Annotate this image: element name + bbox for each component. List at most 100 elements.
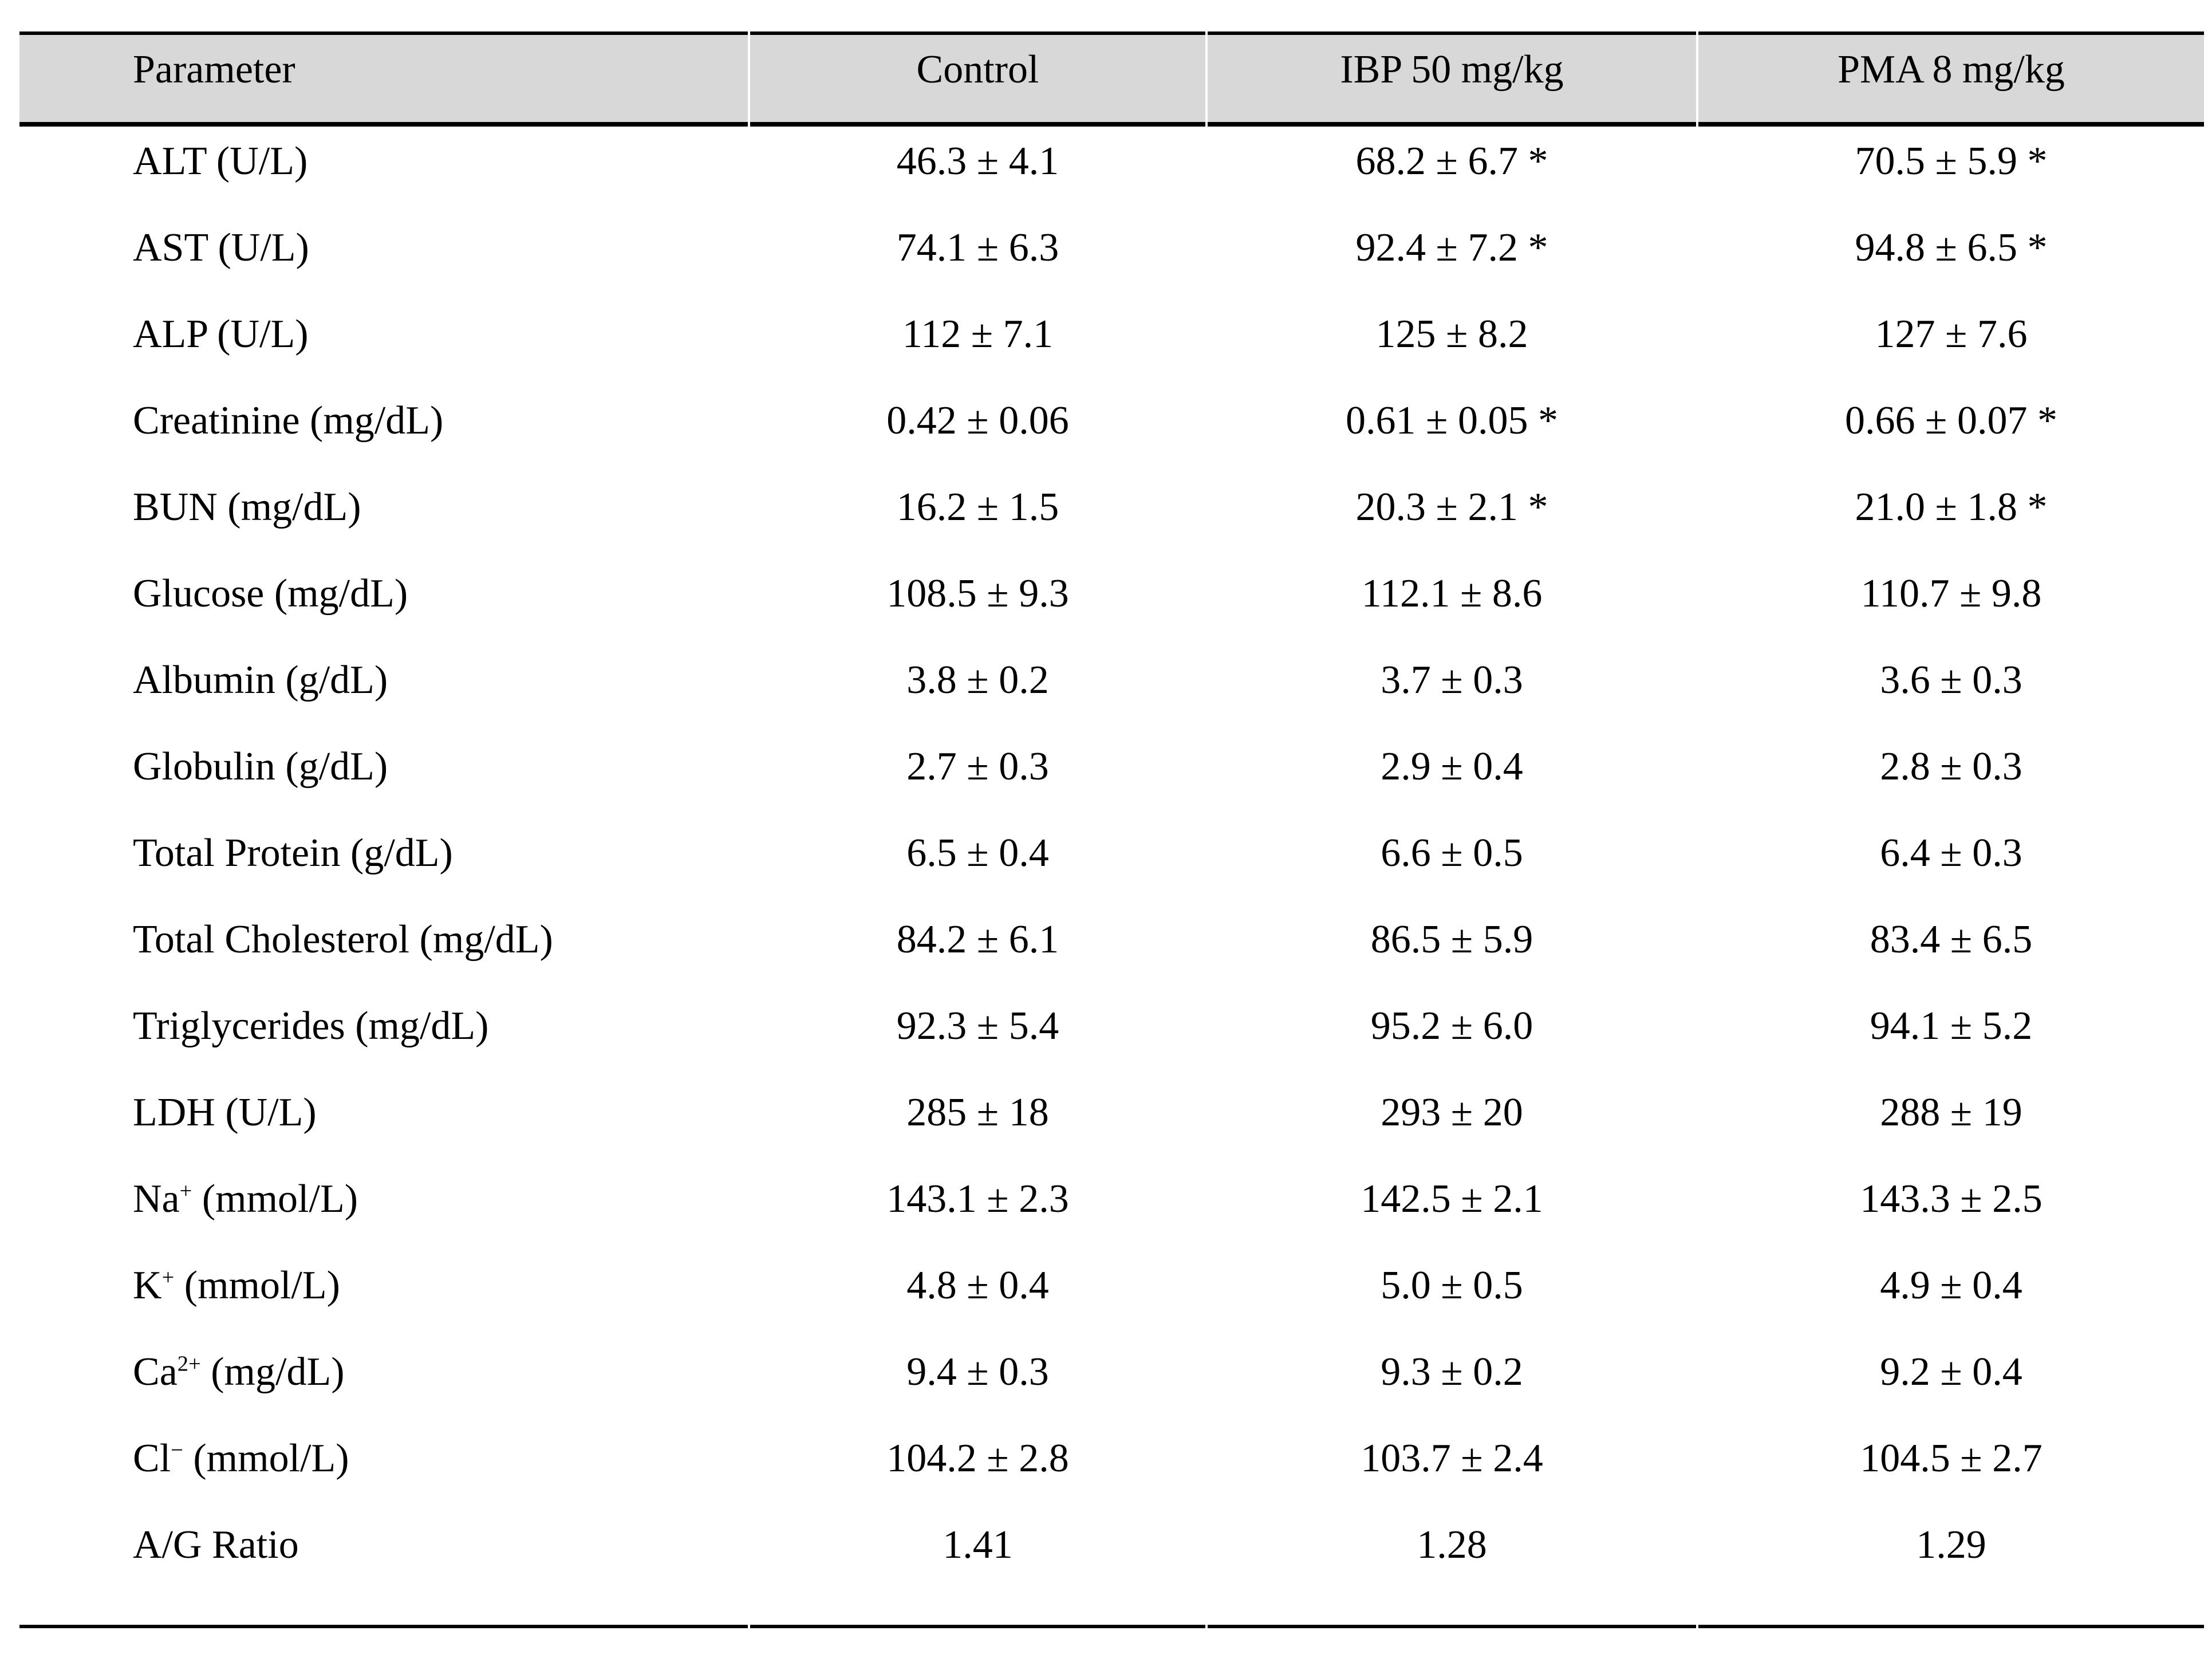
value-cell-pma: 4.9 ± 0.4 <box>1880 1263 2022 1307</box>
table-row: ALP (U/L) 112 ± 7.1 125 ± 8.2 127 ± 7.6 <box>19 300 2204 386</box>
parameter-cell: Total Cholesterol (mg/dL) <box>19 905 748 991</box>
value-cell-ibp: 20.3 ± 2.1 * <box>1355 485 1548 529</box>
value-cell-pma: 83.4 ± 6.5 <box>1870 917 2033 962</box>
parameter-label: K <box>133 1263 162 1307</box>
value-cell-pma: 110.7 ± 9.8 <box>1860 572 2042 616</box>
value-cell-ibp: 6.6 ± 0.5 <box>1381 831 1523 875</box>
parameter-label: Ca <box>133 1350 178 1394</box>
parameter-unit: (mmol/L) <box>174 1263 340 1307</box>
table-row: Albumin (g/dL) 3.8 ± 0.2 3.7 ± 0.3 3.6 ± 0.… <box>19 645 2204 732</box>
value-cell-pma: 94.1 ± 5.2 <box>1870 1004 2033 1048</box>
parameter-unit: (mmol/L) <box>183 1436 349 1480</box>
value-cell-control: 0.42 ± 0.06 <box>886 399 1069 443</box>
table-row: Glucose (mg/dL) 108.5 ± 9.3 112.1 ± 8.6 110… <box>19 559 2204 645</box>
value-cell-control: 46.3 ± 4.1 <box>896 139 1059 183</box>
table-row: Total Protein (g/dL) 6.5 ± 0.4 6.6 ± 0.5 6.… <box>19 818 2204 905</box>
table-row: AST (U/L) 74.1 ± 6.3 92.4 ± 7.2 * 94.8 ± 6.… <box>19 213 2204 300</box>
value-cell-control: 4.8 ± 0.4 <box>906 1263 1049 1307</box>
parameter-label: ALP (U/L) <box>133 312 309 356</box>
parameter-superscript: 2+ <box>177 1352 201 1376</box>
value-cell-ibp: 2.9 ± 0.4 <box>1381 745 1523 789</box>
parameter-cell: BUN (mg/dL) <box>19 472 748 559</box>
table-row: Triglycerides (mg/dL) 92.3 ± 5.4 95.2 ± 6.… <box>19 991 2204 1078</box>
value-cell-pma: 143.3 ± 2.5 <box>1860 1177 2043 1221</box>
bottom-border-segment <box>750 1597 1205 1628</box>
parameter-label: Creatinine (mg/dL) <box>133 399 444 443</box>
parameter-cell: Creatinine (mg/dL) <box>19 386 748 472</box>
value-cell-ibp: 5.0 ± 0.5 <box>1381 1263 1523 1307</box>
table-row: Na+ (mmol/L) 143.1 ± 2.3 142.5 ± 2.1 143.3 … <box>19 1164 2204 1251</box>
table-row: Globulin (g/dL) 2.7 ± 0.3 2.9 ± 0.4 2.8 ± 0… <box>19 732 2204 818</box>
parameter-label: Cl <box>133 1436 171 1480</box>
parameter-label: LDH (U/L) <box>133 1090 317 1135</box>
parameter-label: Na <box>133 1177 180 1221</box>
parameter-superscript: + <box>179 1179 192 1203</box>
parameter-unit: (mg/dL) <box>200 1350 345 1394</box>
table-header: Parameter Control IBP 50 mg/kg PMA 8 mg/… <box>19 31 2204 127</box>
parameter-label: Albumin (g/dL) <box>133 658 388 702</box>
value-cell-ibp: 9.3 ± 0.2 <box>1381 1350 1523 1394</box>
table-row: ALT (U/L) 46.3 ± 4.1 68.2 ± 6.7 * 70.5 ± 5.… <box>19 127 2204 213</box>
parameter-label: Triglycerides (mg/dL) <box>133 1004 489 1048</box>
bottom-border-segment <box>19 1597 748 1628</box>
parameter-cell: AST (U/L) <box>19 213 748 300</box>
value-cell-control: 3.8 ± 0.2 <box>906 658 1049 702</box>
value-cell-pma: 288 ± 19 <box>1880 1090 2022 1135</box>
value-cell-ibp: 293 ± 20 <box>1381 1090 1523 1135</box>
parameter-cell: Total Protein (g/dL) <box>19 818 748 905</box>
parameter-cell: A/G Ratio <box>19 1510 748 1597</box>
value-cell-ibp: 112.1 ± 8.6 <box>1361 572 1543 616</box>
value-cell-pma: 6.4 ± 0.3 <box>1880 831 2022 875</box>
value-cell-control: 92.3 ± 5.4 <box>896 1004 1059 1048</box>
parameter-cell: ALT (U/L) <box>19 127 748 213</box>
parameter-cell: Cl− (mmol/L) <box>19 1424 748 1510</box>
value-cell-pma: 0.66 ± 0.07 * <box>1845 399 2057 443</box>
value-cell-ibp: 95.2 ± 6.0 <box>1370 1004 1533 1048</box>
parameter-cell: K+ (mmol/L) <box>19 1251 748 1337</box>
value-cell-ibp: 103.7 ± 2.4 <box>1361 1436 1543 1480</box>
value-cell-pma: 21.0 ± 1.8 * <box>1855 485 2048 529</box>
value-cell-pma: 1.29 <box>1916 1523 1986 1567</box>
value-cell-control: 108.5 ± 9.3 <box>886 572 1069 616</box>
lab-parameters-table: Parameter Control IBP 50 mg/kg PMA 8 mg/… <box>17 31 2206 1628</box>
value-cell-ibp: 1.28 <box>1417 1523 1487 1567</box>
value-cell-control: 16.2 ± 1.5 <box>896 485 1059 529</box>
value-cell-ibp: 125 ± 8.2 <box>1375 312 1528 356</box>
value-cell-control: 74.1 ± 6.3 <box>896 226 1059 270</box>
table-bottom-border-row <box>19 1597 2204 1628</box>
parameter-cell: Globulin (g/dL) <box>19 732 748 818</box>
parameter-label: A/G Ratio <box>133 1523 299 1567</box>
parameter-cell: Albumin (g/dL) <box>19 645 748 732</box>
value-cell-control: 84.2 ± 6.1 <box>896 917 1059 962</box>
value-cell-control: 2.7 ± 0.3 <box>906 745 1049 789</box>
header-row: Parameter Control IBP 50 mg/kg PMA 8 mg/… <box>19 31 2204 127</box>
value-cell-ibp: 0.61 ± 0.05 * <box>1346 399 1558 443</box>
value-cell-ibp: 86.5 ± 5.9 <box>1370 917 1533 962</box>
header-parameter: Parameter <box>19 31 748 127</box>
table-row: BUN (mg/dL) 16.2 ± 1.5 20.3 ± 2.1 * 21.0 ± … <box>19 472 2204 559</box>
value-cell-pma: 104.5 ± 2.7 <box>1860 1436 2043 1480</box>
value-cell-ibp: 68.2 ± 6.7 * <box>1355 139 1548 183</box>
value-cell-pma: 2.8 ± 0.3 <box>1880 745 2022 789</box>
parameter-label: ALT (U/L) <box>133 139 308 183</box>
table-row: Cl− (mmol/L) 104.2 ± 2.8 103.7 ± 2.4 104.5 … <box>19 1424 2204 1510</box>
parameter-label: Globulin (g/dL) <box>133 745 388 789</box>
value-cell-control: 285 ± 18 <box>906 1090 1049 1135</box>
value-cell-pma: 94.8 ± 6.5 * <box>1855 226 2048 270</box>
value-cell-control: 1.41 <box>943 1523 1013 1567</box>
parameter-cell: Ca2+ (mg/dL) <box>19 1337 748 1424</box>
table-row: Creatinine (mg/dL) 0.42 ± 0.06 0.61 ± 0.05… <box>19 386 2204 472</box>
header-pma: PMA 8 mg/kg <box>1698 31 2204 127</box>
parameter-cell: Na+ (mmol/L) <box>19 1164 748 1251</box>
table-row: A/G Ratio 1.41 1.28 1.29 <box>19 1510 2204 1597</box>
parameter-label: BUN (mg/dL) <box>133 485 361 529</box>
value-cell-ibp: 142.5 ± 2.1 <box>1361 1177 1543 1221</box>
value-cell-pma: 9.2 ± 0.4 <box>1880 1350 2022 1394</box>
header-ibp: IBP 50 mg/kg <box>1208 31 1696 127</box>
bottom-border-segment <box>1208 1597 1696 1628</box>
table-row: LDH (U/L) 285 ± 18 293 ± 20 288 ± 19 <box>19 1078 2204 1164</box>
parameter-cell: Triglycerides (mg/dL) <box>19 991 748 1078</box>
bottom-border-segment <box>1698 1597 2204 1628</box>
value-cell-pma: 70.5 ± 5.9 * <box>1855 139 2048 183</box>
parameter-label: AST (U/L) <box>133 226 309 270</box>
